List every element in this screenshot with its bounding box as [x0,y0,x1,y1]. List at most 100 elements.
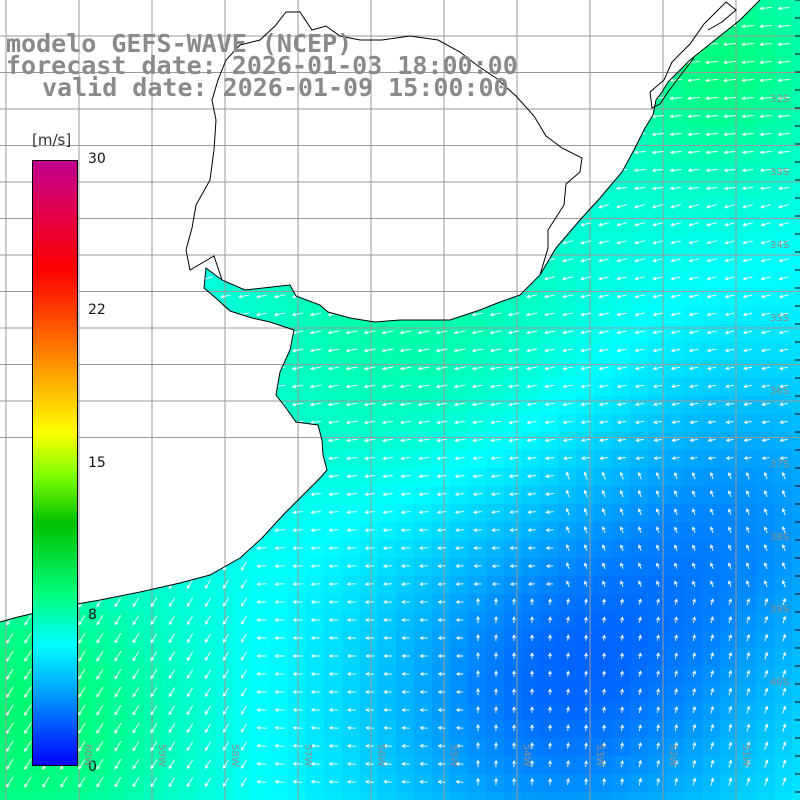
wind-cell [306,288,325,307]
wind-cell [432,324,451,343]
wind-cell [558,324,577,343]
wind-arrow [417,240,430,245]
wind-arrow [130,510,142,515]
wind-cell [126,342,145,361]
wind-arrow [778,312,789,317]
wind-arrow [742,348,753,353]
wind-arrow [346,564,357,569]
wind-cell [684,270,703,289]
wind-arrow [274,132,285,137]
wind-arrow [598,294,609,299]
wind-cell [756,576,775,595]
wind-cell [594,486,613,505]
wind-arrow [616,240,627,245]
wind-cell [108,180,127,199]
wind-cell [162,792,181,800]
wind-cell [468,414,487,433]
wind-arrow [130,366,141,371]
wind-cell [558,630,577,649]
wind-cell [162,540,181,559]
wind-cell [522,630,541,649]
wind-cell [72,108,91,127]
wind-cell [738,288,757,307]
wind-arrow [471,348,484,353]
wind-arrow [490,42,501,47]
wind-cell [0,288,19,307]
wind-arrow [562,456,573,461]
wind-arrow [220,330,232,335]
wind-arrow [616,276,627,281]
wind-cell [378,540,397,559]
wind-arrow [782,705,787,714]
wind-arrow [202,348,213,353]
wind-cell [198,486,217,505]
wind-arrow [292,707,303,712]
wind-cell [162,504,181,523]
wind-cell [792,18,800,37]
wind-cell [792,612,800,631]
wind-cell [234,234,253,253]
wind-arrow [651,42,664,47]
wind-cell [432,180,451,199]
wind-arrow [273,420,286,425]
wind-arrow [710,526,714,533]
wind-arrow [472,24,483,29]
wind-arrow [436,456,447,461]
wind-arrow [637,508,642,516]
wind-cell [702,306,721,325]
wind-cell [558,738,577,757]
wind-cell [468,378,487,397]
wind-arrow [346,24,357,29]
wind-arrow [615,186,628,191]
wind-arrow [616,330,627,335]
wind-arrow [651,6,664,11]
wind-cell [756,54,775,73]
wind-arrow [742,240,753,245]
wind-cell [468,234,487,253]
wind-arrow [399,168,412,173]
wind-arrow [602,760,607,768]
wind-arrow [687,186,700,191]
wind-arrow [453,240,466,245]
wind-arrow [112,204,123,209]
wind-cell [702,162,721,181]
wind-arrow [741,132,754,137]
wind-arrow [598,366,609,371]
wind-arrow [435,294,448,299]
wind-cell [306,612,325,631]
wind-arrow [746,616,751,624]
wind-cell [504,720,523,739]
wind-arrow [168,687,176,698]
wind-arrow [473,564,482,569]
wind-arrow [652,330,663,335]
colorbar-tick-8: 8 [88,607,97,623]
wind-arrow [710,723,715,732]
wind-arrow [617,438,626,443]
wind-cell [756,90,775,109]
wind-arrow [507,312,520,317]
wind-cell [612,252,631,271]
wind-cell [414,234,433,253]
wind-cell [144,270,163,289]
wind-arrow [656,670,660,677]
wind-arrow [274,690,285,694]
wind-cell [396,576,415,595]
wind-cell [612,504,631,523]
wind-arrow [327,348,340,353]
wind-arrow [620,759,625,768]
wind-arrow [328,456,340,461]
wind-arrow [132,759,140,770]
wind-cell [594,648,613,667]
wind-arrow [292,618,303,622]
wind-arrow [455,654,464,658]
wind-arrow [184,474,195,479]
wind-cell [342,180,361,199]
wind-cell [378,18,397,37]
wind-cell [162,360,181,379]
wind-cell [306,630,325,649]
wind-arrow [544,6,555,11]
wind-arrow [597,42,610,47]
wind-cell [108,144,127,163]
wind-cell [558,558,577,577]
wind-arrow [617,456,626,461]
